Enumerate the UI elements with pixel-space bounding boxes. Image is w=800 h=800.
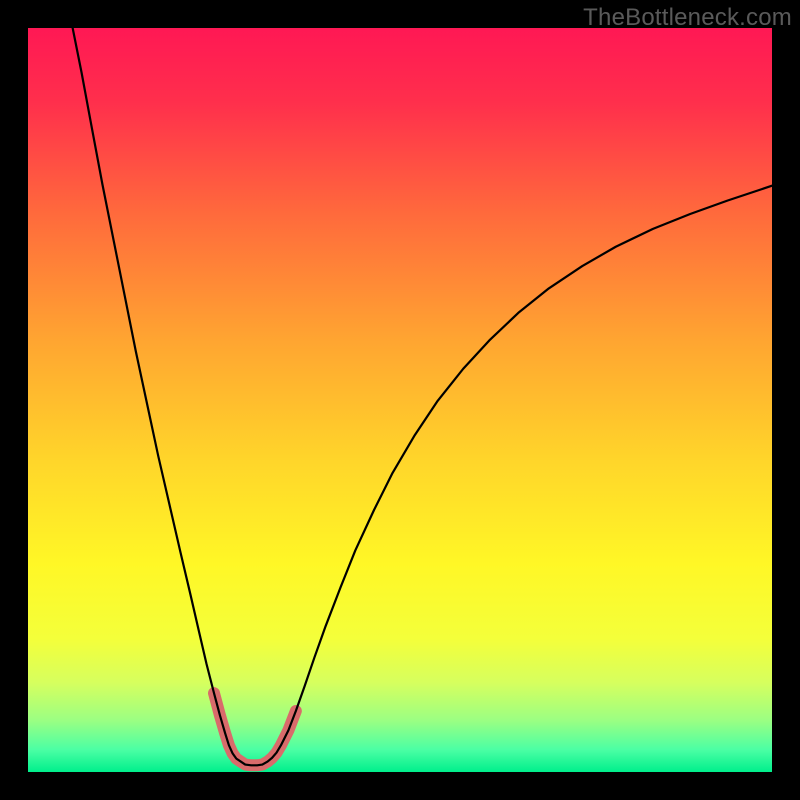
chart-frame: TheBottleneck.com: [0, 0, 800, 800]
bottleneck-chart: [0, 0, 800, 800]
watermark-text: TheBottleneck.com: [583, 4, 792, 32]
plot-background: [28, 28, 772, 772]
